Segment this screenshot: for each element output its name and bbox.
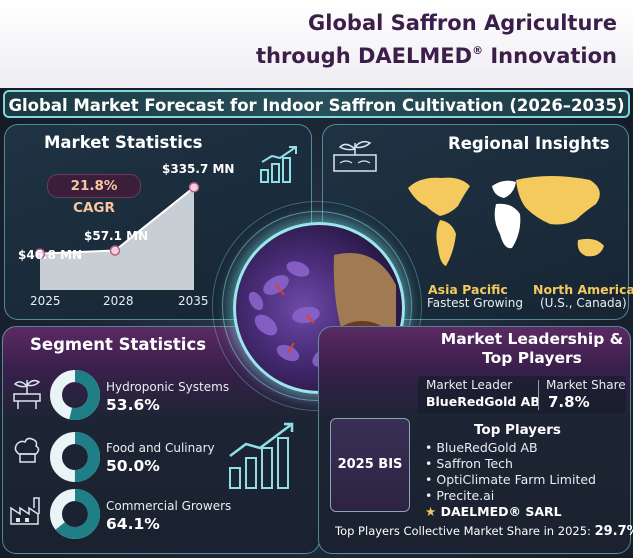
world-map xyxy=(408,176,604,266)
chart-point-2025 xyxy=(34,248,46,259)
title-line-1: Global Saffron Agriculture xyxy=(308,11,617,35)
donut-segment-2 xyxy=(50,489,100,539)
year-badge: 2025 BIS xyxy=(330,418,410,512)
leadership-title-line-2: Top Players xyxy=(482,349,582,367)
header xyxy=(0,0,633,88)
player-item-daelmed: ★ DAELMED® SARL xyxy=(425,504,562,519)
factory-icon xyxy=(10,497,40,525)
segment-value-hydroponic: 53.6% xyxy=(106,396,160,414)
year-label-2025: 2025 xyxy=(30,294,61,308)
segment-value-food: 50.0% xyxy=(106,457,160,475)
year-label-2035: 2035 xyxy=(178,294,209,308)
bar-growth-icon xyxy=(260,146,297,183)
chef-hat-icon xyxy=(14,437,40,463)
plant-pipe-icon xyxy=(13,379,41,409)
market-leader-label: Market Leader xyxy=(426,378,513,392)
player-item: • Precite.ai xyxy=(425,488,495,503)
asia-pacific-desc: Fastest Growing xyxy=(427,296,523,310)
chart-area xyxy=(40,187,194,290)
segment-statistics-title: Segment Statistics xyxy=(30,335,207,354)
forecast-banner: Global Market Forecast for Indoor Saffro… xyxy=(3,90,630,118)
north-america-label: North America xyxy=(533,282,633,297)
value-label-2025: $46.8 MN xyxy=(18,248,83,262)
top-players-title: Top Players xyxy=(474,422,561,438)
leadership-title-line-1: Market Leadership & xyxy=(440,330,624,348)
player-item: • OptiClimate Farm Limited xyxy=(425,472,596,487)
segment-name-food: Food and Culinary xyxy=(106,441,215,455)
market-share-label: Market Share xyxy=(546,378,626,392)
center-ring-outer xyxy=(212,201,422,411)
value-label-2028: $57.1 MN xyxy=(84,229,149,243)
donut-segment-1 xyxy=(50,432,100,482)
regional-insights-title: Regional Insights xyxy=(448,134,610,153)
chart-point-2028 xyxy=(109,245,121,256)
segment-donuts xyxy=(50,370,100,539)
segment-name-hydroponic: Hydroponic Systems xyxy=(106,380,230,394)
segment-name-commercial: Commercial Growers xyxy=(106,499,232,513)
market-leadership-title: Market Leadership & Top Players xyxy=(440,330,624,368)
bar-chart-growth-icon xyxy=(229,422,294,489)
north-america-desc: (U.S., Canada) xyxy=(540,296,627,310)
leader-divider xyxy=(538,380,539,410)
market-share-value: 7.8% xyxy=(548,393,590,411)
market-statistics-title: Market Statistics xyxy=(44,133,203,152)
title-line-2: through DAELMED® Innovation xyxy=(255,44,617,68)
market-growth-chart xyxy=(34,182,200,290)
asia-pacific-label: Asia Pacific xyxy=(428,282,508,297)
chart-point-2035 xyxy=(188,182,200,193)
year-label-2028: 2028 xyxy=(103,294,134,308)
player-item: • Saffron Tech xyxy=(425,456,513,471)
donut-segment-0 xyxy=(50,370,100,420)
segment-value-commercial: 64.1% xyxy=(106,515,160,533)
cagr-badge: 21.8% CAGR xyxy=(47,174,141,216)
player-item: • BlueRedGold AB xyxy=(425,440,538,455)
seedling-icon xyxy=(333,140,377,172)
star-icon: ★ xyxy=(425,504,437,519)
market-leader-name: BlueRedGold AB xyxy=(426,394,540,409)
center-ring-inner xyxy=(222,211,412,401)
market-leader-box xyxy=(418,376,626,414)
collective-share-footer: Top Players Collective Market Share in 2… xyxy=(335,524,633,539)
value-label-2035: $335.7 MN xyxy=(162,162,235,176)
page-title: Global Saffron Agriculture through DAELM… xyxy=(256,10,617,70)
